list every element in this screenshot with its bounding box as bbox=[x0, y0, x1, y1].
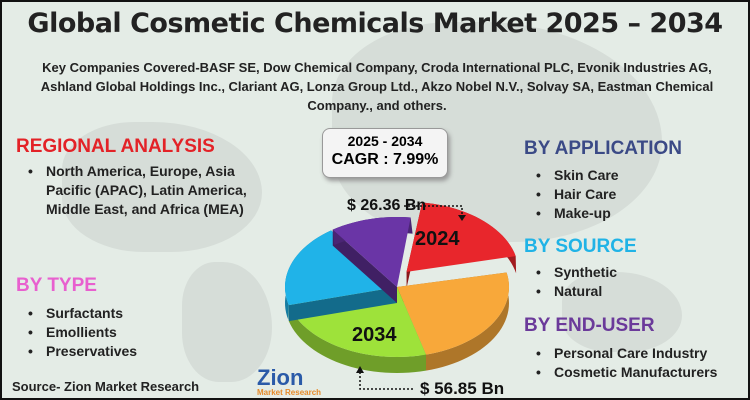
application-list: Skin Care Hair Care Make-up bbox=[532, 166, 619, 223]
slice-top bbox=[285, 230, 397, 306]
slice-top bbox=[332, 217, 411, 287]
arrow-icon bbox=[458, 215, 466, 221]
end-value-leader bbox=[359, 372, 414, 390]
list-item: Make-up bbox=[532, 204, 619, 223]
end-user-list: Personal Care Industry Cosmetic Manufact… bbox=[532, 344, 717, 382]
source-heading: BY SOURCE bbox=[524, 236, 637, 257]
slice-top bbox=[397, 272, 509, 355]
list-item: Synthetic bbox=[532, 263, 617, 282]
start-value-leader bbox=[404, 205, 463, 216]
end-value: $ 56.85 Bn bbox=[420, 379, 505, 398]
zion-logo: Zion Market Research bbox=[257, 365, 322, 398]
cagr-value: CAGR : 7.99% bbox=[331, 151, 439, 168]
slice-side bbox=[425, 272, 509, 371]
key-companies: Key Companies Covered-BASF SE, Dow Chemi… bbox=[40, 60, 714, 113]
map-shape bbox=[182, 262, 272, 382]
list-item: Emollients bbox=[24, 323, 137, 342]
cagr-period: 2025 - 2034 bbox=[347, 133, 423, 149]
start-year-label: 2024 bbox=[415, 228, 460, 250]
list-item: Personal Care Industry bbox=[532, 344, 717, 363]
slice-purple bbox=[332, 217, 413, 303]
source-list: Synthetic Natural bbox=[532, 263, 617, 301]
logo-text: Zion bbox=[257, 365, 304, 390]
application-heading: BY APPLICATION bbox=[524, 138, 682, 159]
cagr-box: 2025 - 2034 CAGR : 7.99% bbox=[322, 128, 448, 178]
list-item: Surfactants bbox=[24, 304, 137, 323]
list-item: North America, Europe, Asia Pacific (APA… bbox=[24, 162, 249, 219]
type-list: Surfactants Emollients Preservatives bbox=[24, 304, 137, 361]
source-note: Source- Zion Market Research bbox=[12, 379, 200, 394]
end-year-label: 2034 bbox=[352, 324, 397, 346]
start-value: $ 26.36 Bn bbox=[347, 197, 427, 214]
slice-orange bbox=[397, 272, 509, 371]
end-user-heading: BY END-USER bbox=[524, 315, 655, 336]
page-title: Global Cosmetic Chemicals Market 2025 – … bbox=[27, 8, 723, 39]
regional-list: North America, Europe, Asia Pacific (APA… bbox=[24, 162, 249, 219]
slice-red bbox=[406, 202, 517, 288]
slice-blue bbox=[285, 230, 397, 322]
slice-edge bbox=[288, 287, 397, 322]
slice-side bbox=[288, 305, 426, 373]
slice-top bbox=[406, 202, 516, 272]
logo-subtext: Market Research bbox=[257, 388, 322, 397]
list-item: Natural bbox=[532, 282, 617, 301]
type-heading: BY TYPE bbox=[16, 275, 97, 296]
list-item: Cosmetic Manufacturers bbox=[532, 363, 717, 382]
list-item: Skin Care bbox=[532, 166, 619, 185]
arrow-icon bbox=[356, 366, 364, 373]
slice-edge bbox=[332, 229, 397, 303]
regional-heading: REGIONAL ANALYSIS bbox=[16, 136, 215, 157]
list-item: Preservatives bbox=[24, 342, 137, 361]
list-item: Hair Care bbox=[532, 185, 619, 204]
